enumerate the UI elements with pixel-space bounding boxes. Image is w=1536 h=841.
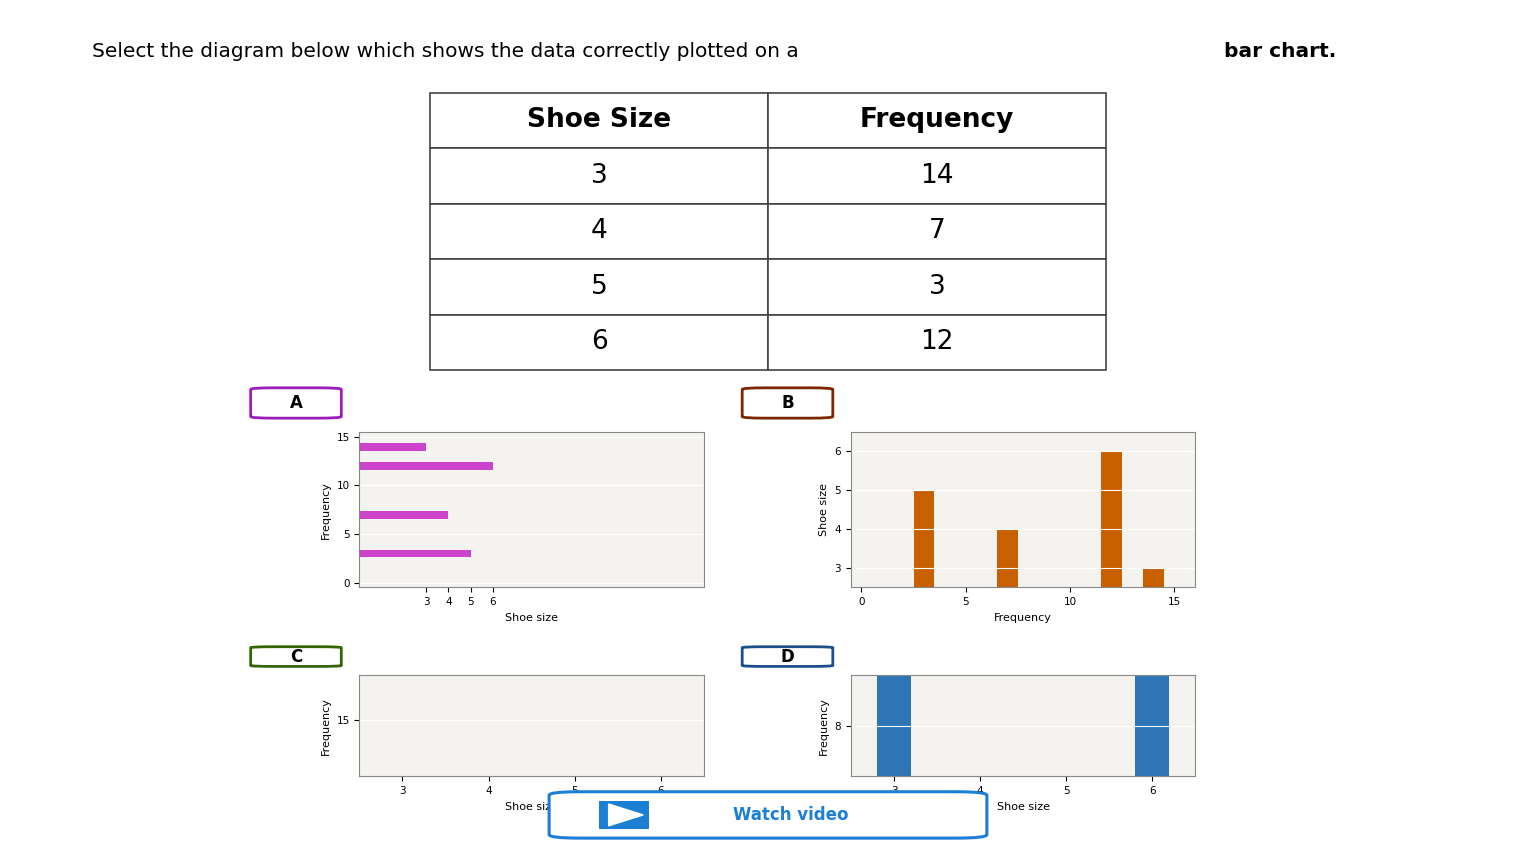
Text: Shoe sizes: Shoe sizes	[965, 649, 1055, 664]
Text: C: C	[290, 648, 303, 665]
Text: Shoe sizes: Shoe sizes	[473, 395, 564, 410]
Bar	[359, 442, 425, 451]
X-axis label: Shoe size: Shoe size	[505, 801, 558, 812]
Bar	[386, 776, 419, 841]
Text: Shoe sizes: Shoe sizes	[965, 395, 1055, 410]
FancyBboxPatch shape	[250, 388, 341, 418]
Polygon shape	[608, 804, 644, 826]
FancyBboxPatch shape	[250, 647, 341, 666]
Bar	[1135, 524, 1169, 841]
Bar	[1101, 452, 1123, 685]
Text: Select the diagram below which shows the data correctly plotted on a: Select the diagram below which shows the…	[92, 42, 805, 61]
Y-axis label: Frequency: Frequency	[321, 481, 330, 539]
Text: Shoe sizes: Shoe sizes	[473, 649, 564, 664]
Text: B: B	[782, 394, 794, 412]
FancyBboxPatch shape	[742, 388, 833, 418]
Y-axis label: Frequency: Frequency	[819, 697, 829, 755]
X-axis label: Shoe size: Shoe size	[997, 801, 1049, 812]
Bar	[997, 529, 1018, 685]
Bar	[914, 490, 934, 685]
Text: A: A	[290, 394, 303, 412]
Y-axis label: Shoe size: Shoe size	[819, 484, 829, 537]
Bar	[1143, 568, 1164, 685]
Bar	[359, 549, 470, 558]
Bar	[599, 801, 648, 829]
Text: Watch video: Watch video	[733, 806, 849, 824]
X-axis label: Shoe size: Shoe size	[505, 613, 558, 622]
Bar	[963, 776, 997, 841]
X-axis label: Frequency: Frequency	[994, 613, 1052, 622]
FancyBboxPatch shape	[550, 791, 986, 838]
FancyBboxPatch shape	[742, 647, 833, 666]
Text: bar chart.: bar chart.	[1224, 42, 1336, 61]
Bar	[359, 463, 493, 470]
Y-axis label: Frequency: Frequency	[321, 697, 330, 755]
Text: D: D	[780, 648, 794, 665]
Bar	[877, 423, 911, 841]
Bar	[359, 510, 449, 519]
